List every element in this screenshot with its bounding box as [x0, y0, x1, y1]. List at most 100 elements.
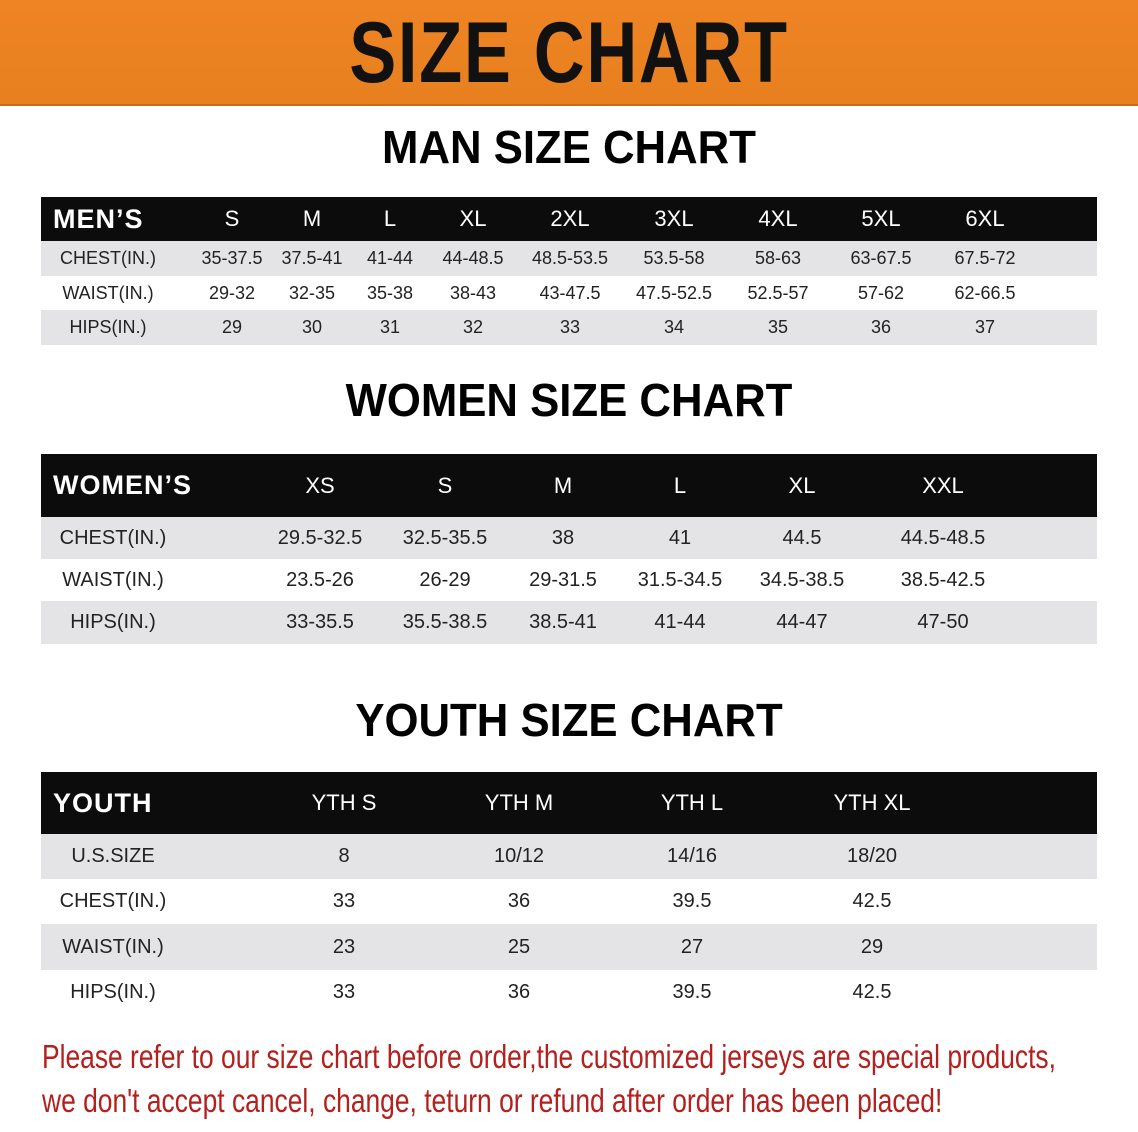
row-label: HIPS(IN.) — [70, 981, 156, 1003]
table-cell: 44-48.5 — [442, 248, 504, 268]
table-cell: 27 — [680, 935, 704, 958]
table-cell: 35-37.5 — [201, 248, 263, 268]
table-row: CHEST(IN.) 35-37.5 37.5-41 41-44 44-48.5 48.5… — [41, 241, 1097, 276]
table-row: CHEST(IN.) 29.5-32.5 32.5-35.5 38 41 44.5 44.5… — [41, 517, 1097, 559]
table-cell: 41-44 — [366, 248, 414, 268]
table-cell: 38.5-42.5 — [900, 568, 986, 591]
table-cell: 62-66.5 — [954, 282, 1016, 303]
table-cell: 42.5 — [852, 981, 892, 1003]
header-size: L — [383, 206, 397, 231]
table-cell: 47-50 — [917, 611, 969, 633]
header-size: YTH XL — [833, 790, 911, 815]
table-cell: 34 — [663, 317, 685, 337]
table-cell: 29 — [860, 935, 884, 958]
table-row: CHEST(IN.) 33 36 39.5 42.5 — [41, 879, 1097, 924]
table-row: HIPS(IN.) 33 36 39.5 42.5 — [41, 970, 1097, 1015]
table-cell: 29 — [221, 317, 243, 337]
table-cell: 35 — [767, 317, 789, 337]
header-size: S — [437, 472, 453, 498]
table-cell: 23.5-26 — [286, 568, 354, 591]
notice-line-2: we don't accept cancel, change, teturn o… — [42, 1082, 943, 1119]
table-cell: 41-44 — [654, 611, 706, 633]
header-size: YTH L — [660, 790, 724, 815]
table-cell: 35.5-38.5 — [402, 611, 488, 633]
table-cell: 38.5-41 — [529, 611, 597, 633]
table-cell: 33 — [332, 981, 356, 1003]
row-label: U.S.SIZE — [71, 845, 155, 867]
table-cell: 38-43 — [449, 282, 497, 303]
table-cell: 34.5-38.5 — [759, 568, 845, 591]
table-cell: 41 — [668, 526, 692, 549]
table-cell: 10/12 — [493, 845, 545, 867]
table-cell: 42.5 — [852, 890, 892, 912]
row-label: CHEST(IN.) — [59, 890, 167, 912]
table-cell: 38 — [551, 526, 575, 549]
table-cell: 29-31.5 — [529, 568, 597, 591]
table-row: WAIST(IN.) 23.5-26 26-29 29-31.5 31.5-34.5 34… — [41, 559, 1097, 601]
row-label: WAIST(IN.) — [62, 568, 164, 591]
table-cell: 53.5-58 — [643, 248, 705, 268]
header-size: YTH S — [311, 790, 377, 815]
table-cell: 31.5-34.5 — [637, 568, 723, 591]
table-cell: 33-35.5 — [286, 611, 354, 633]
header-size: L — [673, 472, 687, 498]
header-label: WOMEN’S — [53, 470, 192, 500]
table-cell: 36 — [507, 981, 531, 1003]
table-cell: 63-67.5 — [850, 248, 912, 268]
table-cell: 18/20 — [846, 845, 898, 867]
table-cell: 37.5-41 — [281, 248, 343, 268]
table-cell: 14/16 — [666, 845, 718, 867]
header-size: XL — [459, 206, 487, 231]
row-label: HIPS(IN.) — [69, 317, 147, 337]
header-label: YOUTH — [53, 787, 153, 818]
table-cell: 47.5-52.5 — [635, 282, 713, 303]
table-cell: 29-32 — [208, 282, 256, 303]
table-cell: 29.5-32.5 — [277, 526, 363, 549]
table-cell: 25 — [507, 935, 531, 958]
row-label: CHEST(IN.) — [60, 248, 156, 268]
header-size: M — [302, 206, 322, 231]
table-cell: 52.5-57 — [747, 282, 809, 303]
table-cell: 67.5-72 — [954, 248, 1016, 268]
row-label: WAIST(IN.) — [62, 935, 164, 958]
table-cell: 30 — [301, 317, 323, 337]
table-cell: 23 — [332, 935, 356, 958]
table-cell: 39.5 — [672, 981, 712, 1003]
table-row: HIPS(IN.) 33-35.5 35.5-38.5 38.5-41 41-44 44-… — [41, 601, 1097, 644]
men-size-chart-title: MAN SIZE CHART — [382, 121, 756, 173]
table-cell: 44.5 — [782, 526, 822, 549]
table-row: HIPS(IN.) 29 30 31 32 33 34 35 36 37 — [41, 310, 1097, 345]
header-label: MEN’S — [53, 203, 144, 234]
header-size: S — [224, 206, 240, 231]
table-cell: 26-29 — [419, 568, 471, 591]
table-cell: 32 — [462, 317, 484, 337]
header-size: YTH M — [484, 790, 554, 815]
row-label: WAIST(IN.) — [62, 282, 154, 303]
table-header: WOMEN’S XS S M L XL XXL — [41, 454, 1097, 517]
table-cell: 43-47.5 — [539, 282, 601, 303]
row-label: HIPS(IN.) — [70, 611, 156, 633]
notice-line-1: Please refer to our size chart before or… — [42, 1038, 1056, 1075]
table-row: WAIST(IN.) 23 25 27 29 — [41, 924, 1097, 970]
row-label: CHEST(IN.) — [59, 526, 167, 549]
table-header: YOUTH YTH S YTH M YTH L YTH XL — [41, 772, 1097, 834]
table-row: WAIST(IN.) 29-32 32-35 35-38 38-43 43-47.5 47.… — [41, 276, 1097, 310]
table-cell: 32-35 — [288, 282, 336, 303]
table-cell: 32.5-35.5 — [402, 526, 488, 549]
table-cell: 37 — [974, 317, 996, 337]
table-cell: 44-47 — [776, 611, 828, 633]
size-chart-banner: SIZE CHART — [0, 0, 1138, 106]
table-cell: 58-63 — [754, 248, 802, 268]
header-size: 5XL — [861, 206, 901, 231]
header-size: 4XL — [758, 206, 798, 231]
header-size: XS — [305, 472, 335, 498]
table-cell: 8 — [338, 845, 350, 867]
table-row: U.S.SIZE 8 10/12 14/16 18/20 — [41, 834, 1097, 879]
table-cell: 35-38 — [366, 282, 414, 303]
women-size-chart-title: WOMEN SIZE CHART — [345, 374, 793, 426]
table-cell: 33 — [332, 890, 356, 912]
header-size: 3XL — [654, 206, 694, 231]
table-cell: 44.5-48.5 — [900, 526, 986, 549]
table-header: MEN’S S M L XL 2XL 3XL 4XL 5XL 6XL — [41, 197, 1097, 241]
table-cell: 48.5-53.5 — [531, 248, 609, 268]
